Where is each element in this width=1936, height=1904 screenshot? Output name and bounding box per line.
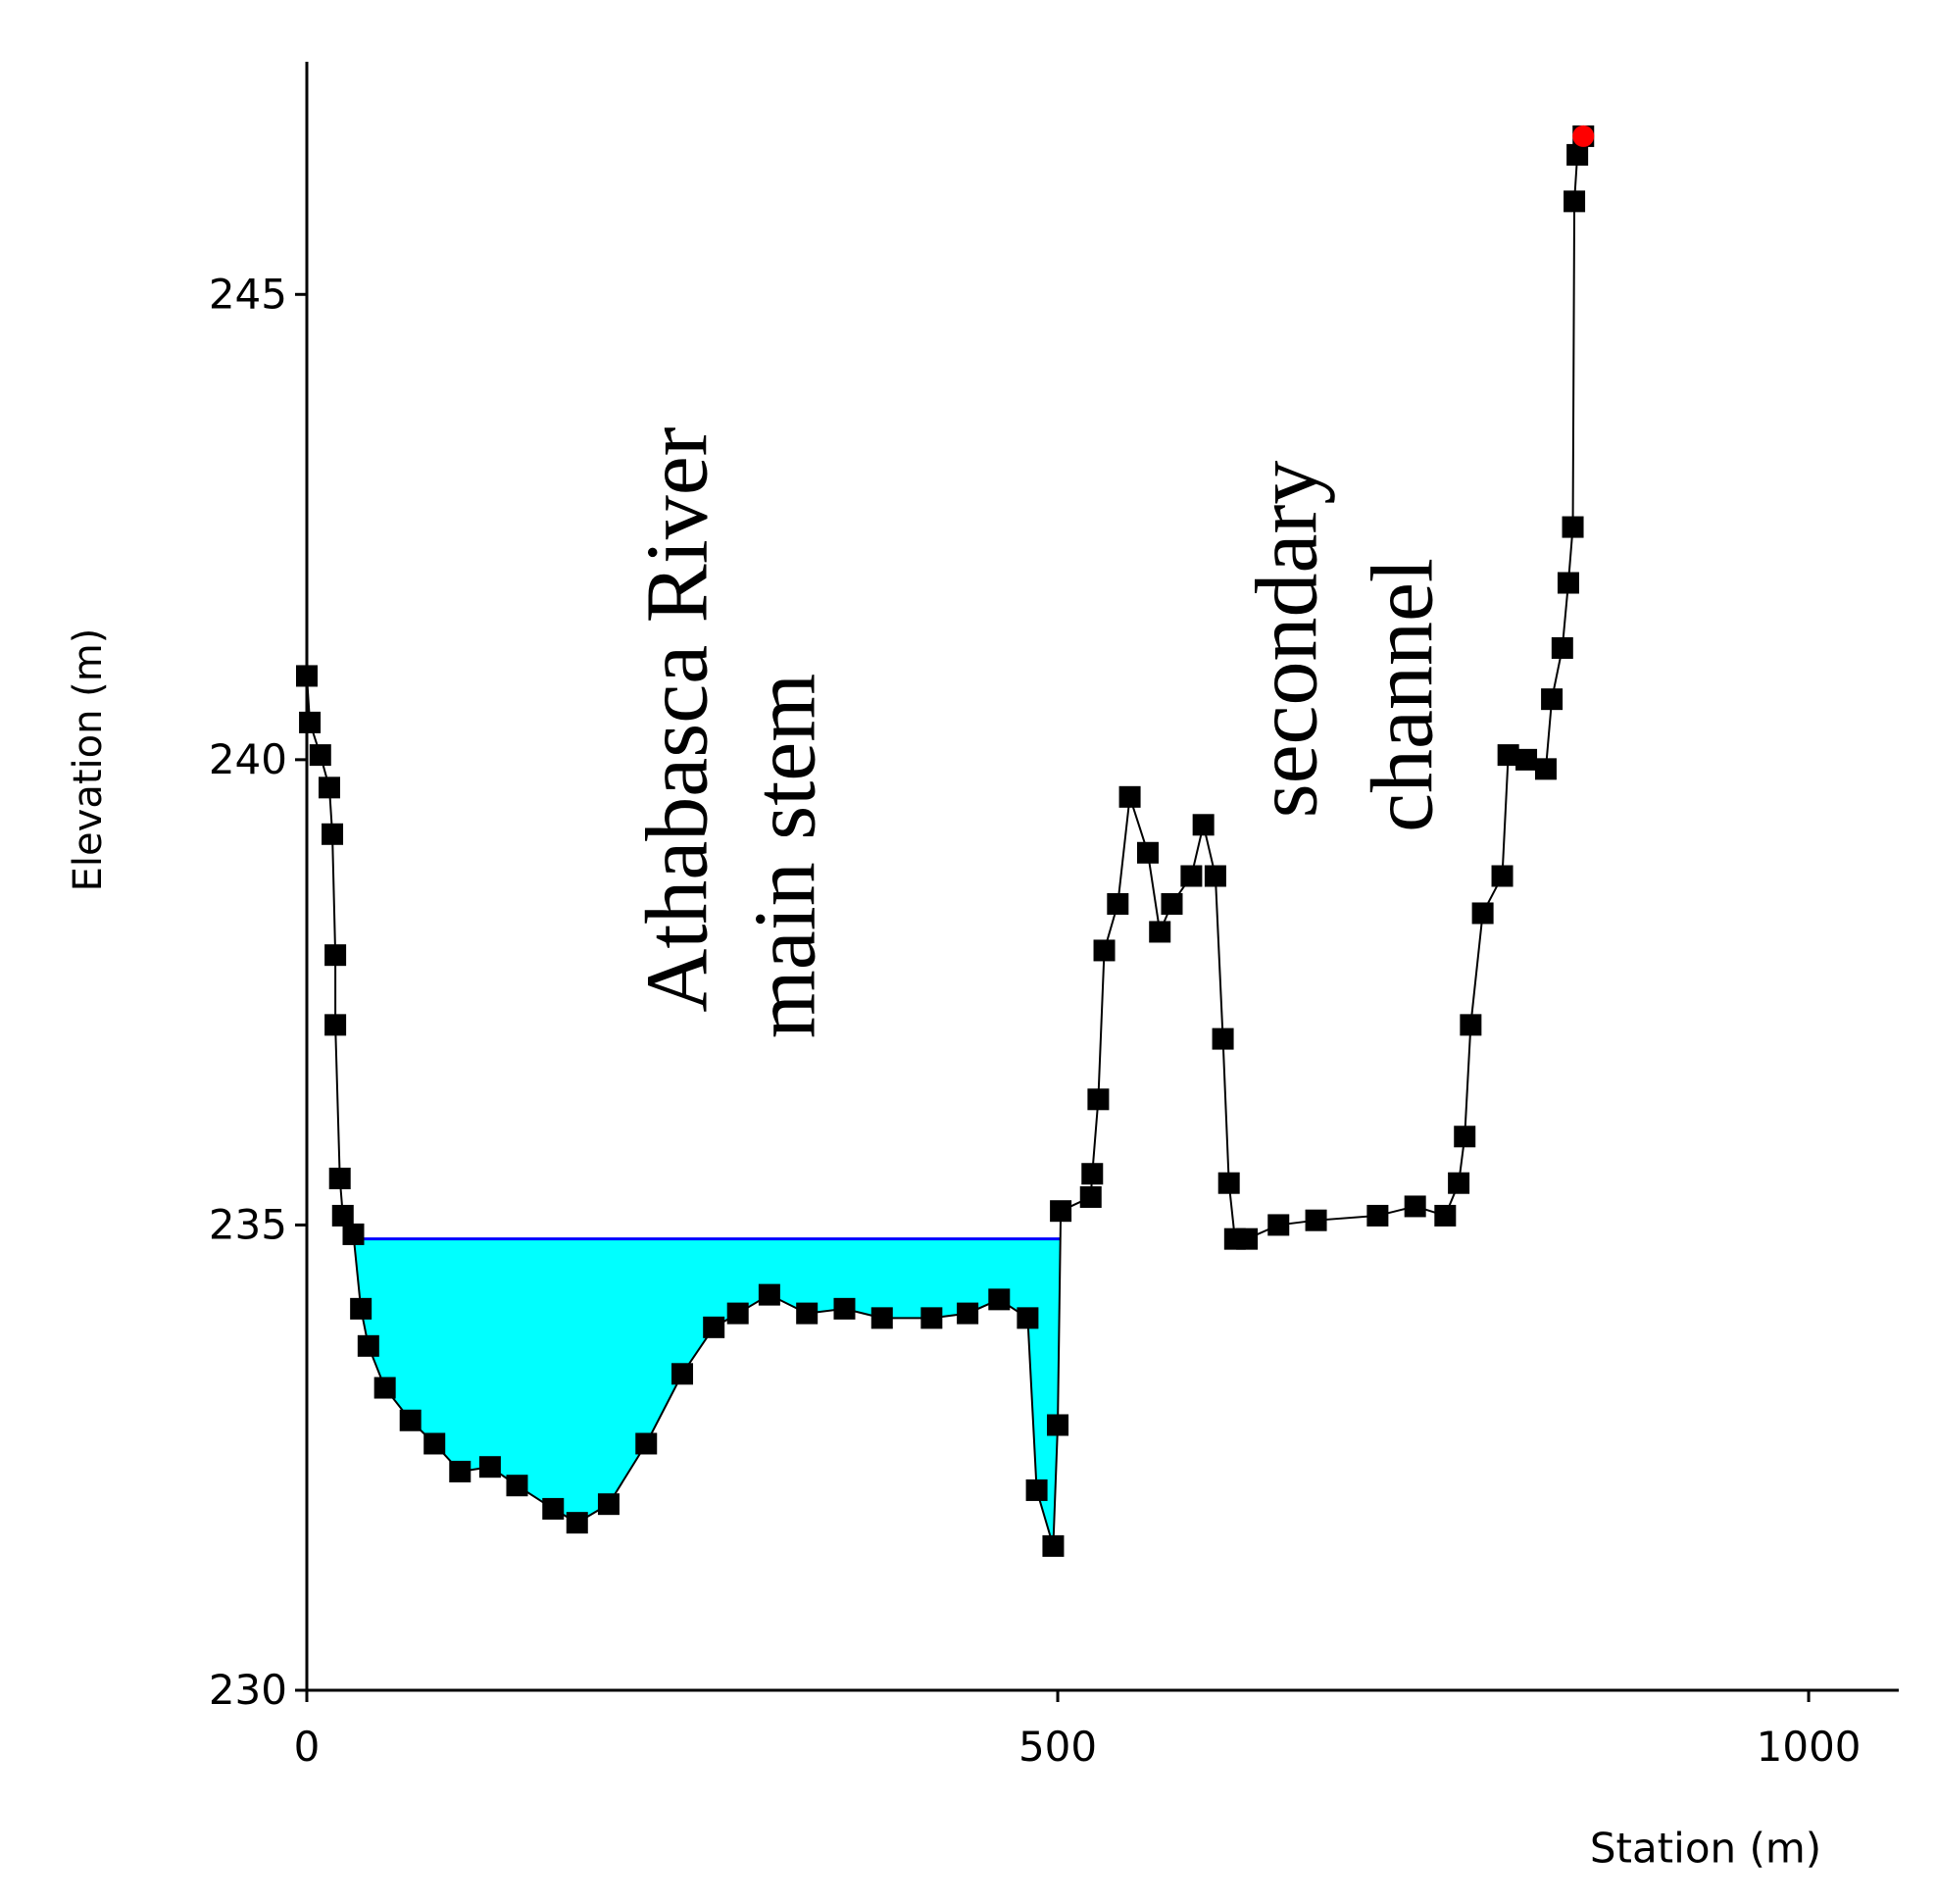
point — [1192, 814, 1215, 836]
point — [1149, 921, 1171, 943]
point — [1136, 841, 1159, 864]
y-tick-label: 240 — [209, 735, 287, 783]
point — [1448, 1172, 1470, 1194]
point — [1025, 1478, 1048, 1501]
point — [449, 1460, 472, 1482]
point — [331, 1204, 354, 1227]
point — [1460, 1014, 1482, 1036]
point — [1042, 1534, 1065, 1557]
point — [1180, 865, 1203, 887]
y-tick-label: 230 — [209, 1666, 287, 1714]
point — [1366, 1204, 1389, 1227]
water-fill — [342, 1238, 1062, 1546]
point — [1562, 516, 1584, 538]
point — [671, 1363, 694, 1385]
point — [1093, 939, 1116, 962]
point — [1050, 1200, 1072, 1223]
point — [1017, 1307, 1039, 1329]
point — [309, 744, 331, 767]
point — [920, 1307, 943, 1329]
point — [1267, 1214, 1290, 1236]
point — [357, 1334, 379, 1357]
point — [1551, 636, 1573, 659]
layer: 230 235 240 245 0 500 1000 — [209, 62, 1899, 1771]
point — [322, 823, 344, 845]
point — [1515, 748, 1538, 771]
layer — [296, 125, 1595, 1557]
point — [542, 1497, 565, 1520]
point — [870, 1307, 893, 1329]
point — [597, 1493, 620, 1516]
point — [1212, 1027, 1234, 1050]
point — [1079, 1185, 1102, 1208]
point — [1161, 892, 1183, 915]
point — [1118, 785, 1141, 808]
point — [324, 944, 347, 967]
x-axis-label: Station (m) — [1590, 1825, 1821, 1873]
point — [1081, 1163, 1104, 1185]
point — [1541, 688, 1564, 711]
point — [324, 1014, 347, 1036]
point — [1404, 1195, 1426, 1218]
point — [703, 1316, 725, 1338]
point — [1204, 865, 1226, 887]
point — [566, 1512, 588, 1534]
point — [1564, 190, 1586, 213]
point — [478, 1456, 501, 1478]
annotation: secondary — [1239, 461, 1336, 819]
point — [726, 1302, 749, 1325]
point — [1107, 892, 1129, 915]
y-axis-label: Elevation (m) — [66, 628, 111, 892]
point — [423, 1432, 446, 1455]
point — [1434, 1204, 1457, 1227]
point — [1305, 1209, 1327, 1231]
point — [373, 1377, 396, 1399]
x-tick-label: 1000 — [1757, 1723, 1862, 1771]
point — [957, 1302, 979, 1325]
point — [1087, 1088, 1110, 1111]
point — [350, 1297, 372, 1320]
x-tick-label: 0 — [294, 1723, 321, 1771]
point — [318, 777, 340, 799]
point — [399, 1409, 422, 1431]
annotation: Athabasca River — [629, 426, 726, 1012]
point — [1491, 865, 1514, 887]
point — [988, 1288, 1011, 1311]
point — [1217, 1172, 1240, 1194]
point — [296, 665, 318, 687]
point — [635, 1432, 658, 1455]
point — [796, 1302, 819, 1325]
point — [342, 1223, 365, 1245]
annotation: channel — [1355, 558, 1452, 832]
annotation: main stem — [737, 674, 834, 1038]
point — [1572, 125, 1595, 147]
point — [328, 1167, 351, 1189]
point — [1566, 143, 1589, 166]
y-tick-label: 235 — [209, 1200, 287, 1248]
point — [1236, 1228, 1259, 1250]
point — [506, 1475, 528, 1497]
point — [1557, 572, 1579, 594]
layer — [342, 1237, 1062, 1546]
point — [1534, 758, 1557, 780]
point — [299, 711, 322, 733]
point — [1454, 1126, 1476, 1148]
y-tick-label: 245 — [209, 270, 287, 318]
x-tick-label: 500 — [1018, 1723, 1097, 1771]
point — [1471, 902, 1494, 925]
point — [1047, 1414, 1069, 1436]
point — [1497, 744, 1519, 767]
point — [833, 1297, 856, 1320]
point — [758, 1283, 780, 1306]
